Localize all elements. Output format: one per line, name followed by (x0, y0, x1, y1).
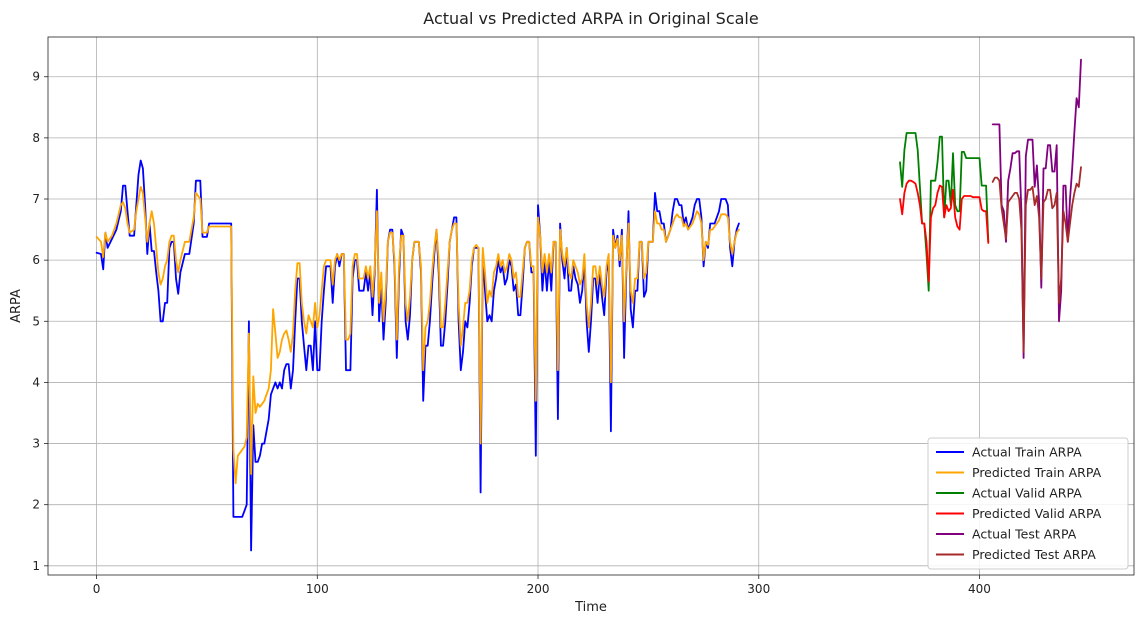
chart-title: Actual vs Predicted ARPA in Original Sca… (423, 9, 758, 28)
predicted-valid-arpa-line (899, 179, 990, 283)
legend-label: Actual Valid ARPA (972, 486, 1082, 501)
actual-test-arpa-line (991, 58, 1082, 359)
y-tick-label: 9 (32, 70, 40, 84)
y-tick-label: 3 (32, 437, 40, 451)
predicted-test-arpa-line (991, 166, 1082, 353)
legend-label: Predicted Train ARPA (972, 465, 1102, 480)
y-tick-label: 6 (32, 253, 40, 267)
x-axis-title: Time (574, 600, 607, 615)
x-tick-label: 200 (527, 582, 550, 596)
legend-label: Actual Test ARPA (972, 527, 1077, 542)
grid-lines (48, 37, 1134, 575)
y-tick-label: 7 (32, 192, 40, 206)
series-lines (95, 58, 1082, 552)
plot-frame (47, 36, 1135, 576)
predicted-train-arpa-line (95, 185, 740, 485)
x-tick-label: 400 (968, 582, 991, 596)
y-tick-label: 4 (32, 375, 40, 389)
y-tick-label: 8 (32, 131, 40, 145)
legend-label: Predicted Valid ARPA (972, 506, 1102, 521)
legend-box (927, 437, 1129, 570)
y-axis-title: ARPA (9, 289, 24, 323)
x-tick-label: 300 (747, 582, 770, 596)
axis-ticks: 0 100 200 300 400 1 2 3 4 5 6 7 8 9 (32, 70, 991, 596)
y-tick-label: 1 (32, 559, 40, 573)
legend-label: Actual Train ARPA (972, 445, 1082, 460)
x-tick-label: 100 (306, 582, 329, 596)
y-tick-label: 5 (32, 314, 40, 328)
y-tick-label: 2 (32, 498, 40, 512)
x-tick-label: 0 (93, 582, 101, 596)
legend-label: Predicted Test ARPA (972, 547, 1096, 562)
legend: Actual Train ARPA Predicted Train ARPA Act… (927, 437, 1129, 570)
